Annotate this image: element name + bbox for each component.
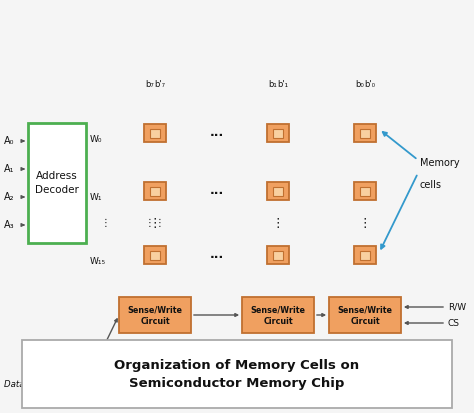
Text: Circuit: Circuit: [140, 318, 170, 327]
Text: b'₀: b'₀: [365, 80, 375, 89]
Text: A₂: A₂: [4, 192, 15, 202]
Text: ⋮: ⋮: [101, 218, 111, 228]
Text: b₀: b₀: [356, 80, 365, 89]
Text: ...: ...: [210, 185, 224, 197]
Text: W₁₅: W₁₅: [90, 257, 106, 266]
Text: ⋮: ⋮: [149, 216, 161, 230]
Bar: [354, 124, 376, 142]
Bar: [267, 246, 289, 264]
Text: b₇: b₇: [146, 80, 155, 89]
Text: ⋮: ⋮: [155, 218, 165, 228]
Text: ⋮: ⋮: [272, 216, 284, 230]
Text: Organization of Memory Cells on
Semiconductor Memory Chip: Organization of Memory Cells on Semicond…: [114, 358, 360, 389]
Text: Memory: Memory: [420, 158, 460, 168]
Bar: [360, 187, 370, 195]
Bar: [242, 297, 314, 333]
Bar: [22, 340, 452, 408]
Bar: [329, 297, 401, 333]
Bar: [144, 182, 166, 200]
Bar: [144, 124, 166, 142]
Text: Sense/Write: Sense/Write: [128, 306, 182, 315]
Text: b₁: b₁: [269, 80, 277, 89]
Bar: [28, 123, 86, 243]
Bar: [273, 251, 283, 259]
Text: cells: cells: [420, 180, 442, 190]
Bar: [354, 182, 376, 200]
Bar: [273, 128, 283, 138]
Text: b₀: b₀: [360, 370, 370, 379]
Bar: [150, 128, 160, 138]
Text: W₁: W₁: [90, 193, 102, 202]
Bar: [273, 187, 283, 195]
Text: Data input/output lines: Data input/output lines: [4, 380, 104, 389]
Bar: [144, 246, 166, 264]
Text: A₃: A₃: [4, 220, 15, 230]
Text: ...: ...: [210, 126, 224, 140]
Text: Sense/Write: Sense/Write: [250, 306, 306, 315]
Text: ...: ...: [210, 249, 224, 261]
Bar: [150, 187, 160, 195]
Text: ⋮: ⋮: [145, 218, 155, 228]
Text: Sense/Write: Sense/Write: [337, 306, 392, 315]
Bar: [360, 128, 370, 138]
Bar: [354, 246, 376, 264]
Text: A₀: A₀: [4, 136, 15, 146]
Text: b₁: b₁: [273, 370, 283, 379]
Text: b₇: b₇: [150, 370, 160, 379]
Text: A₁: A₁: [4, 164, 15, 174]
Text: b'₇: b'₇: [155, 80, 165, 89]
Text: CS: CS: [448, 318, 460, 328]
Text: W₀: W₀: [90, 135, 102, 144]
Bar: [150, 251, 160, 259]
Text: ⋮: ⋮: [359, 216, 371, 230]
Bar: [360, 251, 370, 259]
Bar: [119, 297, 191, 333]
Text: R/W: R/W: [448, 302, 466, 311]
Bar: [267, 124, 289, 142]
Text: Circuit: Circuit: [263, 318, 293, 327]
Text: Circuit: Circuit: [350, 318, 380, 327]
Text: Address
Decoder: Address Decoder: [35, 171, 79, 195]
Text: b'₁: b'₁: [277, 80, 289, 89]
Bar: [267, 182, 289, 200]
